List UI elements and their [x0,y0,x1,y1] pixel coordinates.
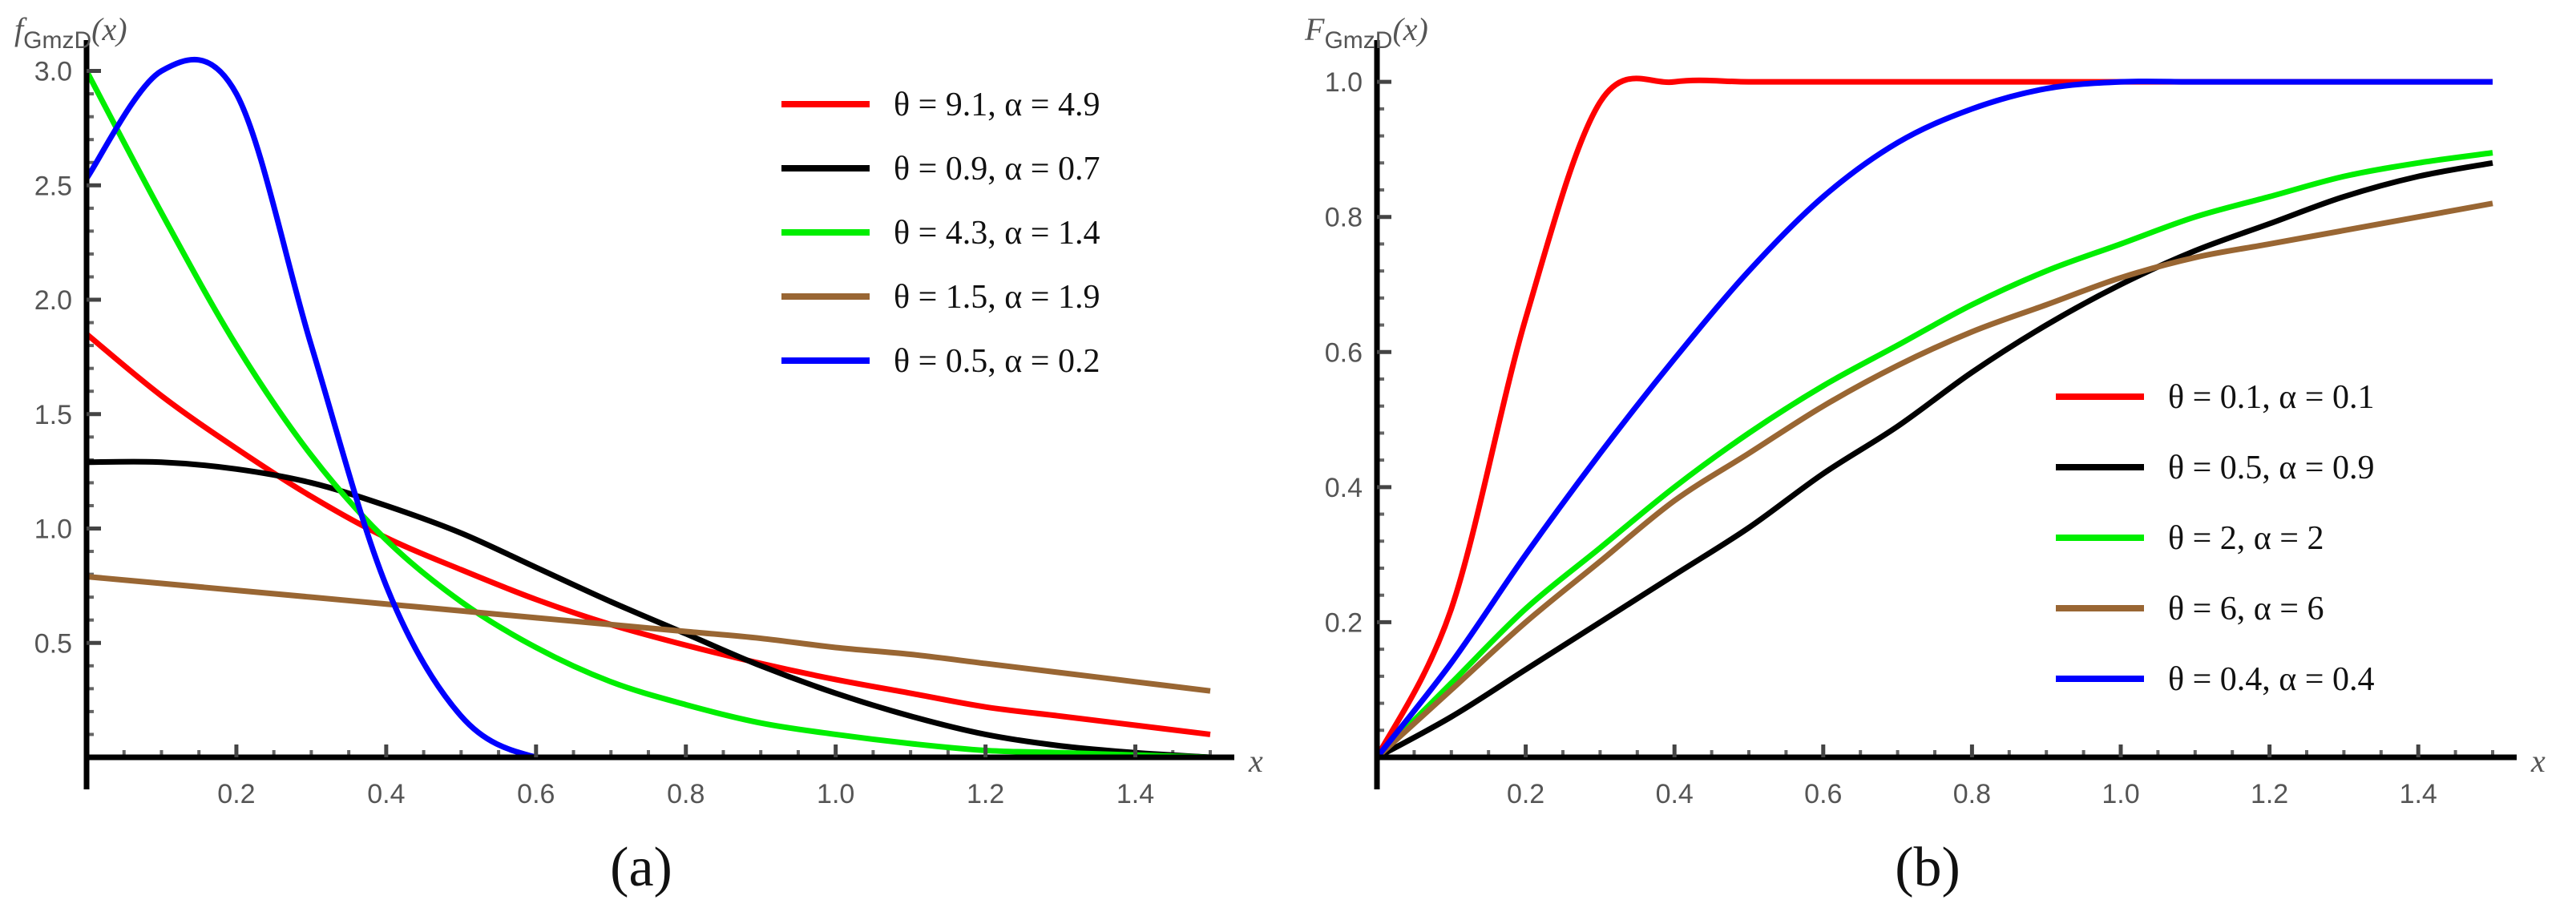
y-tick-label: 1.5 [34,400,72,430]
x-axis-title: x [1248,743,1263,779]
y-axis-title: FGmzD(x) [1304,11,1428,54]
x-tick-label: 0.4 [1656,779,1694,809]
series-lines [1374,75,2493,761]
chart-panel-b: 0.2 0.4 0.6 0.8 1.0 1.2 1.4 0.2 0.4 0.6 0.8 1.0 FGmz… [1304,11,2546,898]
x-tick-label: 0.6 [1804,779,1842,809]
x-tick-label: 0.2 [1507,779,1544,809]
y-tick-label: 1.0 [1325,67,1363,98]
legend-label: θ = 0.1, α = 0.1 [2168,379,2375,416]
legend-label: θ = 0.5, α = 0.2 [894,343,1100,380]
x-tick-label: 1.2 [967,779,1004,809]
x-tick-label: 0.6 [517,779,555,809]
x-tick-label: 0.4 [367,779,405,809]
legend-label: θ = 9.1, α = 4.9 [894,87,1100,123]
series-line-3 [86,573,1211,694]
x-tick-label: 1.2 [2251,779,2288,809]
x-tick-label: 1.0 [817,779,854,809]
series-line-2 [1375,150,2493,760]
x-axis-title: x [2530,743,2546,779]
x-tick-label: 0.2 [217,779,255,809]
y-axis-title: fGmzD(x) [14,11,127,54]
legend-label: θ = 0.9, α = 0.7 [894,151,1100,188]
legend: θ = 9.1, α = 4.9 θ = 0.9, α = 0.7 θ = 4.3,… [781,87,1100,380]
y-tick-label: 0.4 [1325,473,1363,503]
legend-label: θ = 0.5, α = 0.9 [2168,450,2375,486]
legend-label: θ = 4.3, α = 1.4 [894,215,1100,252]
y-tick-label: 1.0 [34,514,72,545]
series-line-0 [84,332,1211,737]
series-line-3 [1375,200,2493,760]
y-tick-label: 2.0 [34,285,72,316]
y-tick-label: 3.0 [34,57,72,87]
legend-label: θ = 0.4, α = 0.4 [2168,661,2375,698]
x-tick-label: 0.8 [667,779,705,809]
series-line-1 [86,458,1211,761]
x-tick-label: 1.0 [2102,779,2139,809]
legend-label: θ = 6, α = 6 [2168,591,2324,627]
series-line-1 [1375,159,2493,761]
panel-label: (b) [1895,837,1960,898]
legend: θ = 0.1, α = 0.1 θ = 0.5, α = 0.9 θ = 2, α… [2056,379,2375,698]
x-tick-label: 0.8 [1953,779,1991,809]
y-tick-label: 0.5 [34,628,72,659]
series-line-4 [1375,79,2493,760]
y-tick-label: 0.2 [1325,607,1363,638]
y-tick-label: 0.6 [1325,337,1363,368]
series-line-2 [83,69,1211,761]
y-tick-label: 0.8 [1325,203,1363,233]
chart-panel-a: 0.2 0.4 0.6 0.8 1.0 1.2 1.4 0.5 1.0 1.5 2.0 2.5 3.0f… [14,11,1263,898]
x-tick-label: 1.4 [1116,779,1154,809]
legend-label: θ = 2, α = 2 [2168,520,2324,557]
legend-label: θ = 1.5, α = 1.9 [894,279,1100,316]
x-tick-label: 1.4 [2400,779,2437,809]
panel-label: (a) [610,837,672,898]
y-tick-label: 2.5 [34,171,72,201]
